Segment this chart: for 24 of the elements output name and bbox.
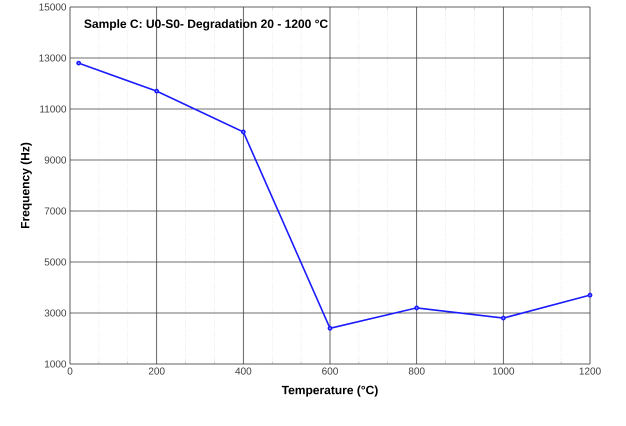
x-tick-label: 1200: [580, 368, 601, 375]
y-tick-label: 3000: [44, 309, 66, 317]
point: [154, 88, 160, 94]
y-tick-label: 1000: [44, 360, 66, 368]
point: [76, 60, 82, 66]
y-tick-label: 7000: [44, 207, 66, 215]
point: [240, 130, 246, 134]
x-tick-label: 800: [408, 368, 425, 375]
y-tick-label: 5000: [44, 258, 66, 266]
x-tick-label: 0: [68, 368, 72, 375]
y-tick-label: 15000: [39, 3, 66, 11]
y-axis-title: Frequency (Hz): [20, 142, 32, 228]
point: [588, 292, 592, 298]
y-tick-label: 9000: [44, 156, 66, 164]
y-tick-label: 13000: [39, 54, 66, 62]
x-tick-label: 1000: [492, 368, 514, 375]
point: [414, 306, 420, 310]
x-tick-label: 400: [235, 368, 252, 375]
point: [328, 326, 332, 331]
x-tick-label: 200: [148, 368, 165, 375]
point: [500, 316, 506, 320]
x-axis-title: Temperature (°C): [282, 385, 378, 397]
x-tick-label: 600: [322, 368, 338, 375]
y-tick-label: 11000: [40, 105, 66, 113]
